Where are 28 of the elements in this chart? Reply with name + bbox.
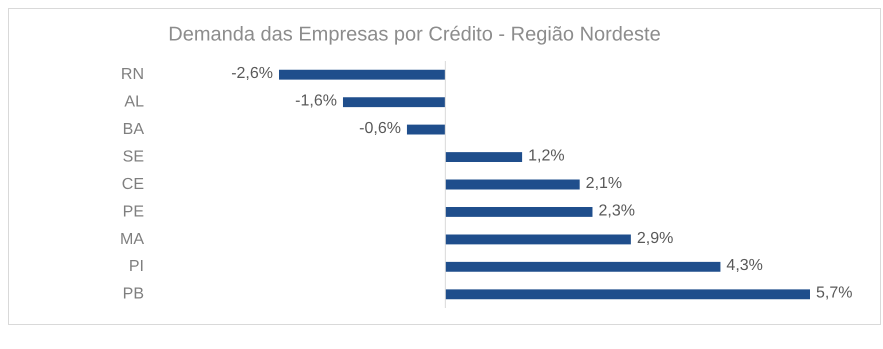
data-label: 2,1% bbox=[586, 174, 622, 192]
y-tick-label: AL bbox=[124, 94, 144, 111]
bar bbox=[445, 152, 522, 162]
bar bbox=[445, 180, 580, 190]
y-tick-label: RN bbox=[120, 66, 144, 84]
data-label: -0,6% bbox=[359, 120, 401, 138]
y-tick-label: BA bbox=[122, 121, 144, 138]
y-tick-label: MA bbox=[120, 230, 144, 248]
y-tick-label: PE bbox=[122, 203, 144, 220]
y-tick-label: PB bbox=[122, 286, 144, 303]
data-label: 4,3% bbox=[726, 257, 763, 274]
y-tick-label: SE bbox=[122, 148, 144, 166]
data-label: 2,9% bbox=[636, 230, 674, 247]
bar bbox=[445, 262, 720, 272]
data-label: 1,2% bbox=[528, 147, 565, 164]
data-label: -1,6% bbox=[295, 92, 337, 110]
data-label: 2,3% bbox=[598, 202, 635, 220]
bar bbox=[445, 289, 810, 300]
chart-title: Demanda das Empresas por Crédito - Região Nordeste bbox=[168, 24, 661, 46]
y-tick-label: PI bbox=[128, 258, 144, 276]
bar bbox=[342, 97, 446, 108]
y-tick-label: CE bbox=[122, 176, 144, 193]
data-label: -2,6% bbox=[231, 65, 273, 82]
data-label: 5,7% bbox=[816, 284, 852, 302]
bar bbox=[445, 207, 592, 217]
bar bbox=[406, 124, 446, 135]
bar bbox=[445, 234, 631, 244]
bar bbox=[279, 70, 446, 80]
